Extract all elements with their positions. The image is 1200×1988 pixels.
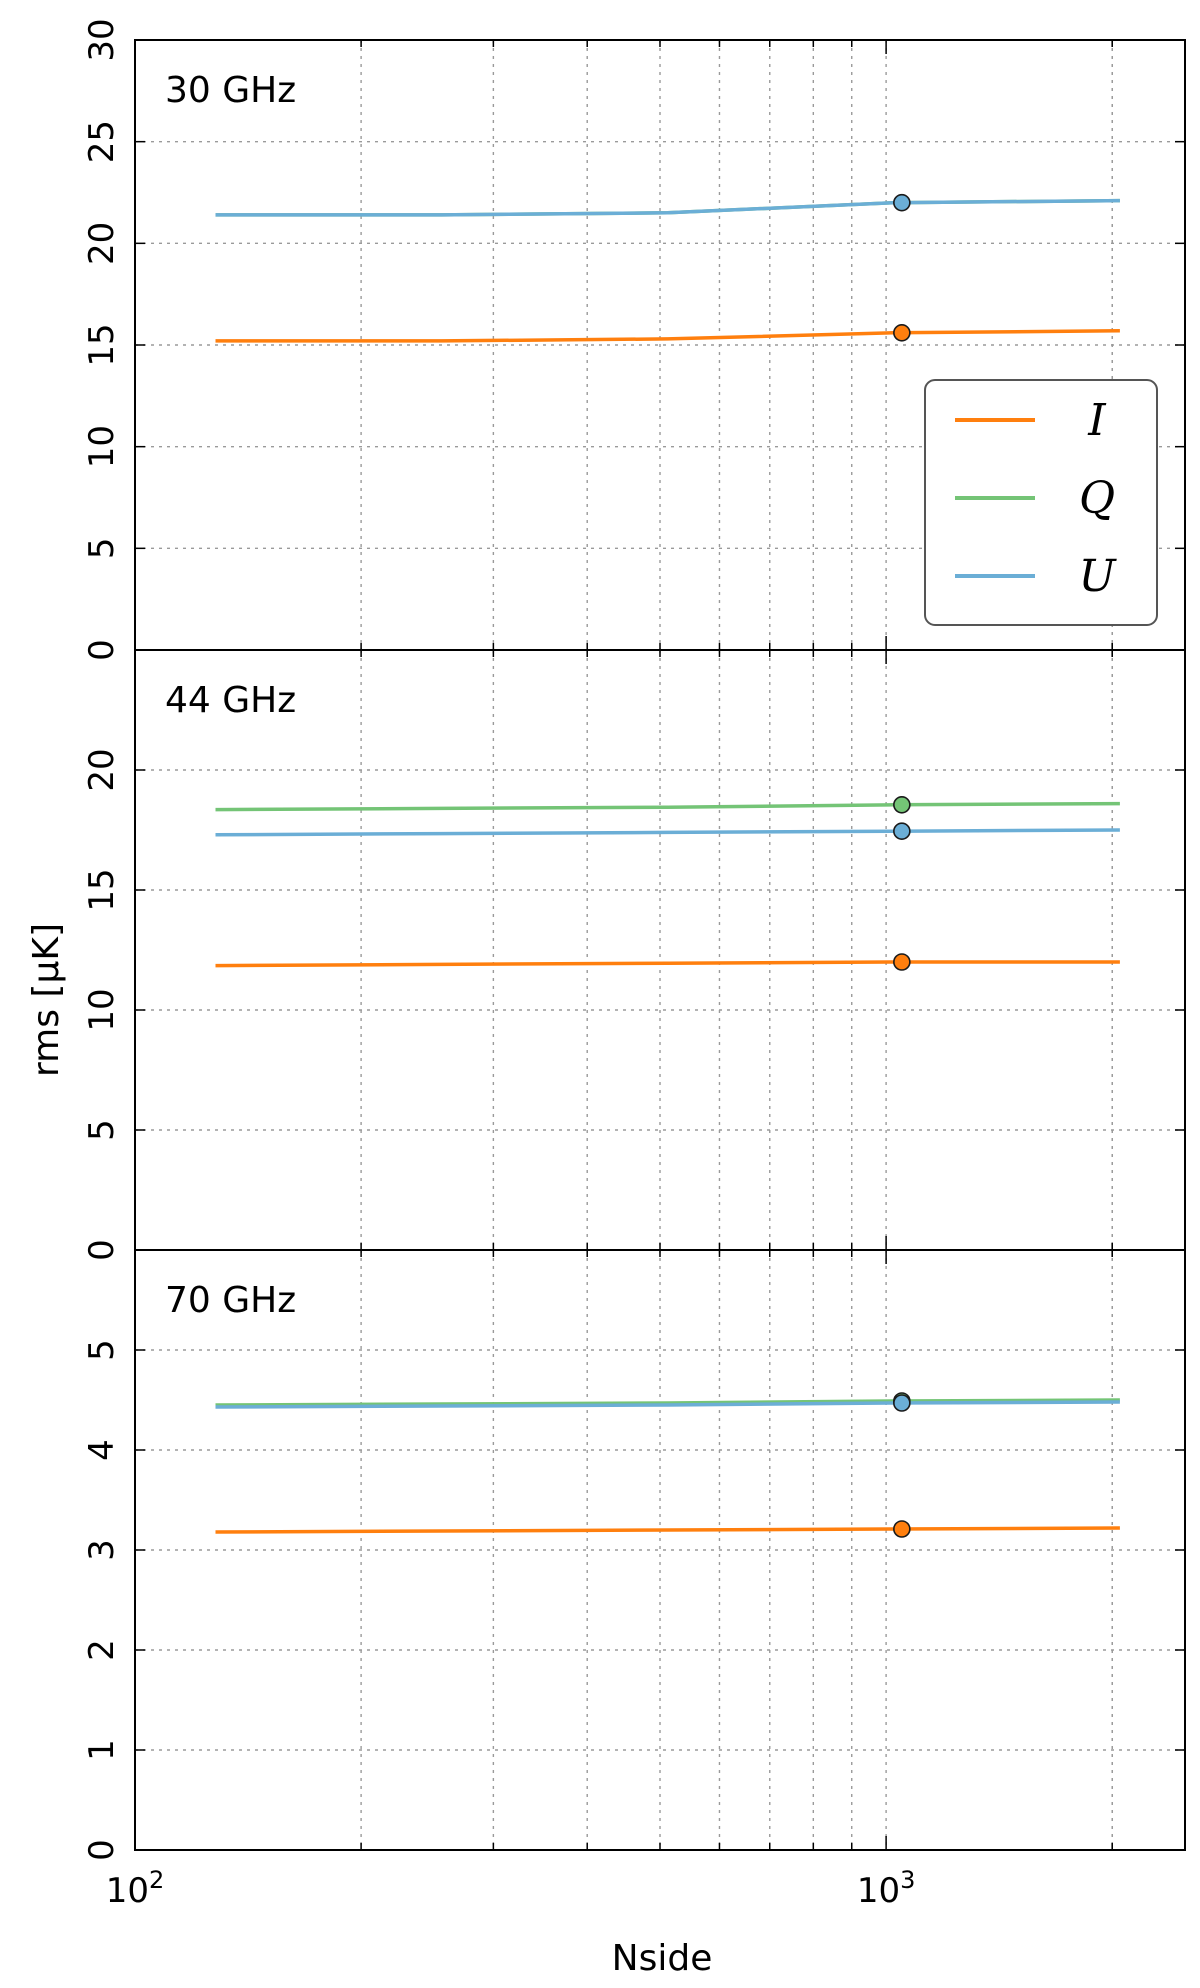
x-tick-label: 103 — [857, 1866, 916, 1911]
y-tick-label: 3 — [82, 1539, 122, 1561]
y-tick-label: 10 — [82, 425, 122, 468]
legend: IQU — [924, 379, 1158, 626]
data-point-I — [893, 1520, 911, 1538]
panel-label: 70 GHz — [165, 1280, 296, 1321]
series-line-I — [215, 329, 1120, 343]
y-tick-label: 15 — [82, 868, 122, 911]
series-line-U — [215, 828, 1120, 837]
y-tick-label: 10 — [82, 988, 122, 1031]
panel-2: 0 5 10 15 20 44 GHz — [82, 649, 1186, 1261]
data-point-I — [893, 323, 911, 342]
panel-frame — [134, 1249, 1186, 1851]
legend-label-U: U — [1078, 551, 1117, 602]
legend-label-Q: Q — [1079, 473, 1115, 524]
series-line-I — [215, 960, 1120, 968]
y-tick-label: 2 — [82, 1639, 122, 1661]
y-tick-label: 30 — [82, 18, 122, 61]
panel-label: 30 GHz — [165, 70, 296, 111]
y-tick-label: 5 — [82, 1339, 122, 1361]
series-line-U — [215, 1400, 1120, 1409]
y-tick-label: 0 — [82, 1239, 122, 1261]
y-tick-label: 5 — [82, 538, 122, 560]
y-tick-label: 4 — [82, 1439, 122, 1461]
data-point-I — [893, 953, 911, 971]
panel-label: 44 GHz — [165, 680, 296, 721]
y-tick-label: 15 — [82, 323, 122, 366]
y-tick-label: 5 — [82, 1119, 122, 1141]
data-point-Q — [893, 795, 911, 814]
panel-1: 0 5 10 15 20 25 30 30 GHz IQU — [82, 18, 1186, 661]
x-tick-label: 102 — [106, 1866, 165, 1911]
y-tick-label: 25 — [82, 120, 122, 163]
series-line-U — [215, 198, 1120, 217]
series-line-Q — [215, 1398, 1120, 1407]
x-axis-title: Nside — [612, 1938, 713, 1979]
legend-label-I: I — [1087, 395, 1107, 446]
y-tick-label: 20 — [82, 748, 122, 791]
y-tick-label: 0 — [82, 1839, 122, 1861]
y-axis-title: rms [μK] — [26, 923, 67, 1077]
panel-3: 0 1 2 3 4 5 70 GHz — [82, 1249, 1186, 1861]
data-point-U — [893, 822, 911, 841]
y-tick-label: 0 — [82, 639, 122, 661]
y-tick-label: 1 — [82, 1739, 122, 1761]
data-point-U — [893, 1394, 911, 1412]
data-point-U — [893, 193, 911, 212]
series-line-I — [215, 1526, 1120, 1534]
series-line-Q — [215, 801, 1120, 812]
y-tick-label: 20 — [82, 222, 122, 265]
legend-box — [924, 379, 1158, 626]
